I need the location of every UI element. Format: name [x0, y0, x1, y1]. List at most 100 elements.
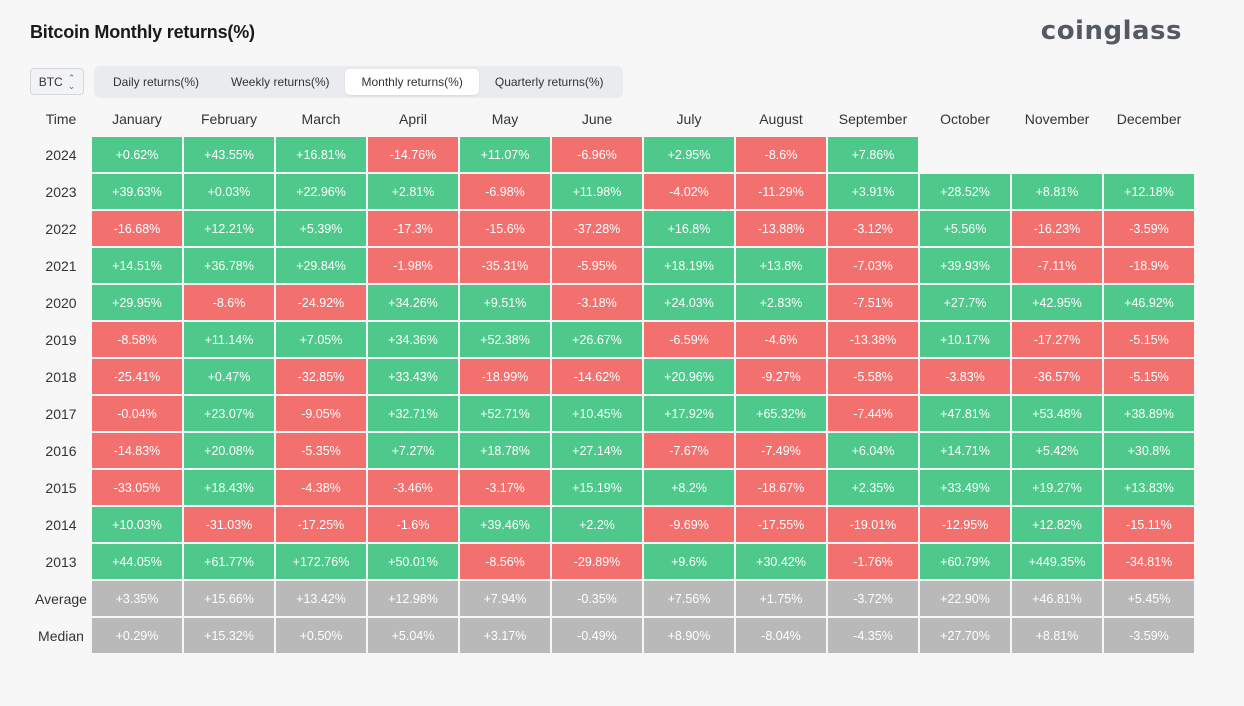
return-cell: +6.04% [828, 433, 918, 468]
return-cell: +3.91% [828, 174, 918, 209]
return-cell: -17.25% [276, 507, 366, 542]
summary-cell: +46.81% [1012, 581, 1102, 616]
return-cell: -4.02% [644, 174, 734, 209]
month-header: April [398, 111, 427, 127]
return-cell: -5.35% [276, 433, 366, 468]
return-cell: -14.83% [92, 433, 182, 468]
return-cell: +8.81% [1012, 174, 1102, 209]
asset-select[interactable]: BTC ⌃ ⌄ [30, 68, 84, 95]
month-header: June [581, 111, 613, 127]
table-row: 2013 +44.05% +61.77% +172.76% +50.01% -8.56% -… [32, 544, 1194, 579]
month-header: August [759, 111, 803, 127]
return-cell: +39.46% [460, 507, 550, 542]
return-cell: -3.17% [460, 470, 550, 505]
return-cell: +10.17% [920, 322, 1010, 357]
return-cell: -18.9% [1104, 248, 1194, 283]
return-cell: -6.96% [552, 137, 642, 172]
summary-cell: +13.42% [276, 581, 366, 616]
return-cell: +9.51% [460, 285, 550, 320]
tab-daily-returns[interactable]: Daily returns(%) [113, 75, 200, 89]
return-cell: +2.83% [736, 285, 826, 320]
table-row: 2019 -8.58% +11.14% +7.05% +34.36% +52.38% +26… [32, 322, 1194, 357]
return-cell: +32.71% [368, 396, 458, 431]
summary-cell: +15.66% [184, 581, 274, 616]
tab-quarterly-returns[interactable]: Quarterly returns(%) [494, 75, 604, 89]
return-cell: +23.07% [184, 396, 274, 431]
return-cell: +10.45% [552, 396, 642, 431]
return-cell: +2.95% [644, 137, 734, 172]
return-cell: -15.11% [1104, 507, 1194, 542]
return-cell: +38.89% [1104, 396, 1194, 431]
table-row: 2023 +39.63% +0.03% +22.96% +2.81% -6.98% +11.… [32, 174, 1194, 209]
return-cell: +65.32% [736, 396, 826, 431]
return-cell: +33.43% [368, 359, 458, 394]
asset-select-value: BTC [38, 74, 63, 89]
return-cell: +7.27% [368, 433, 458, 468]
summary-cell: -3.59% [1104, 618, 1194, 653]
return-cell: -19.01% [828, 507, 918, 542]
return-cell: -7.49% [736, 433, 826, 468]
table-row: 2024 +0.62% +43.55% +16.81% -14.76% +11.07% -6… [32, 137, 1194, 172]
table-row: 2017 -0.04% +23.07% -9.05% +32.71% +52.71% +10… [32, 396, 1194, 431]
return-cell: +15.19% [552, 470, 642, 505]
return-cell: -8.6% [736, 137, 826, 172]
return-cell: +34.26% [368, 285, 458, 320]
summary-cell: +7.94% [460, 581, 550, 616]
return-cell: +18.43% [184, 470, 274, 505]
return-cell: -4.6% [736, 322, 826, 357]
summary-cell: +8.90% [644, 618, 734, 653]
return-cell: +24.03% [644, 285, 734, 320]
return-cell: +12.21% [184, 211, 274, 246]
table-row: 2022 -16.68% +12.21% +5.39% -17.3% -15.6% -37.… [32, 211, 1194, 246]
year-label: 2015 [45, 479, 77, 496]
return-cell: -29.89% [552, 544, 642, 579]
month-header: December [1116, 111, 1182, 127]
summary-label: Average [35, 590, 87, 607]
return-cell: +14.51% [92, 248, 182, 283]
summary-cell: -0.35% [552, 581, 642, 616]
year-label: 2016 [45, 442, 77, 459]
month-header: May [491, 111, 519, 127]
year-label: 2023 [45, 183, 77, 200]
coinglass-logo[interactable]: coinglass [1040, 16, 1182, 46]
return-cell: -8.58% [92, 322, 182, 357]
summary-cell: -0.49% [552, 618, 642, 653]
return-cell: -17.3% [368, 211, 458, 246]
return-cell: +16.8% [644, 211, 734, 246]
return-cell: +26.67% [552, 322, 642, 357]
tab-weekly-returns[interactable]: Weekly returns(%) [231, 75, 330, 89]
return-cell: +13.83% [1104, 470, 1194, 505]
page-title: Bitcoin Monthly returns(%) [30, 22, 255, 42]
return-cell: +2.81% [368, 174, 458, 209]
return-cell: -35.31% [460, 248, 550, 283]
summary-label: Median [38, 627, 84, 644]
return-cell: -31.03% [184, 507, 274, 542]
return-cell: +8.2% [644, 470, 734, 505]
return-cell: +27.7% [920, 285, 1010, 320]
return-cell: +13.8% [736, 248, 826, 283]
return-cell: +449.35% [1012, 544, 1102, 579]
chevron-up-down-icon: ⌃ ⌄ [67, 72, 76, 91]
return-cell: +61.77% [184, 544, 274, 579]
return-cell: +20.08% [184, 433, 274, 468]
return-cell: +11.14% [184, 322, 274, 357]
return-cell: +47.81% [920, 396, 1010, 431]
empty-cell [920, 137, 1010, 172]
summary-cell: +0.50% [276, 618, 366, 653]
month-header: July [676, 111, 702, 127]
return-cell: -1.76% [828, 544, 918, 579]
month-header: October [940, 111, 990, 127]
return-cell: -11.29% [736, 174, 826, 209]
return-cell: -5.15% [1104, 322, 1194, 357]
return-cell: -5.15% [1104, 359, 1194, 394]
year-label: 2019 [45, 331, 77, 348]
return-cell: -7.44% [828, 396, 918, 431]
return-cell: -3.18% [552, 285, 642, 320]
month-header: September [838, 111, 908, 127]
return-cell: +9.6% [644, 544, 734, 579]
summary-cell: +15.32% [184, 618, 274, 653]
tab-monthly-returns[interactable]: Monthly returns(%) [345, 69, 479, 95]
return-cell: +33.49% [920, 470, 1010, 505]
monthly-returns-table: Time January February March April May Ju… [30, 101, 1196, 655]
return-cell: -14.62% [552, 359, 642, 394]
